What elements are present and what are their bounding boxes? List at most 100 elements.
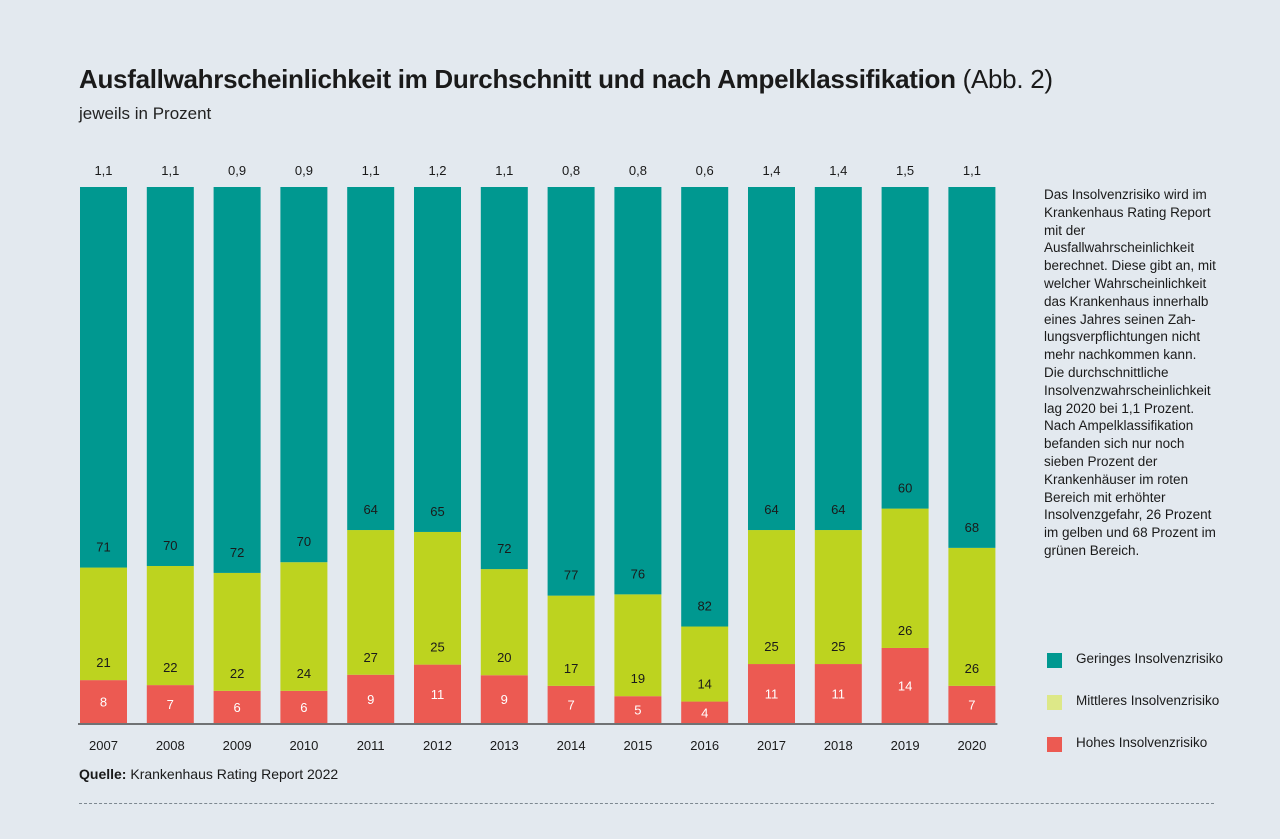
label-medium-risk-2012: 25 [430,640,444,655]
bar-low-risk-2015 [614,187,662,595]
chart-title: Ausfallwahrscheinlichkeit im Durchschnit… [79,64,1053,95]
bar-high-risk-2013 [480,675,528,723]
x-tick-label-2012: 2012 [423,738,452,753]
bar-medium-risk-2009 [213,572,261,691]
label-low-risk-2015: 76 [631,566,645,581]
legend-label-low-risk: Geringes Insolvenzrisiko [1076,651,1224,666]
label-average-pd-2008: 1,1 [161,163,179,178]
bar-high-risk-2015 [614,696,662,723]
label-medium-risk-2015: 19 [631,671,645,686]
bar-low-risk-2013 [480,187,528,570]
bar-high-risk-2011 [347,674,395,723]
label-high-risk-2012: 11 [431,687,445,702]
label-low-risk-2020: 68 [965,520,979,535]
bar-low-risk-2007 [80,187,127,568]
legend-label-high-risk: Hohes Insolvenzrisiko [1076,735,1208,750]
label-medium-risk-2020: 26 [965,661,979,676]
x-tick-label-2013: 2013 [490,738,519,753]
label-low-risk-2008: 70 [163,538,177,553]
bar-low-risk-2016 [681,187,729,627]
bar-medium-risk-2020 [948,547,996,686]
x-tick-label-2010: 2010 [289,738,318,753]
x-tick-label-2007: 2007 [89,738,118,753]
bar-low-risk-2018 [814,187,862,531]
label-medium-risk-2011: 27 [363,650,377,665]
label-average-pd-2007: 1,1 [94,163,112,178]
label-low-risk-2013: 72 [497,541,511,556]
source-text: Krankenhaus Rating Report 2022 [130,766,339,782]
label-average-pd-2020: 1,1 [963,163,981,178]
bar-low-risk-2017 [748,187,795,531]
bar-low-risk-2014 [547,187,595,596]
bar-high-risk-2020 [948,685,996,723]
label-average-pd-2017: 1,4 [762,163,780,178]
x-tick-label-2008: 2008 [156,738,185,753]
label-average-pd-2014: 0,8 [562,163,580,178]
bar-medium-risk-2013 [480,569,528,676]
label-average-pd-2015: 0,8 [629,163,647,178]
label-medium-risk-2013: 20 [497,650,511,665]
bar-medium-risk-2014 [547,595,595,686]
label-average-pd-2018: 1,4 [829,163,847,178]
bar-medium-risk-2012 [414,531,461,665]
bar-high-risk-2007 [80,680,127,723]
bar-high-risk-2016 [681,701,729,723]
legend-item-low-risk: Geringes Insolvenzrisiko [1047,650,1227,692]
label-high-risk-2013: 9 [501,692,508,707]
stacked-bar-chart: 8 21 71 1,1 2007 7 22 70 1,1 2008 6 22 72 0,9 2009 6 24 7… [78,163,998,753]
bar-medium-risk-2011 [347,530,395,675]
legend-label-medium-risk: Mittleres Insolvenzrisiko [1076,693,1220,708]
bar-low-risk-2020 [948,187,996,548]
figure-reference: (Abb. 2) [962,64,1053,94]
bar-high-risk-2012 [414,664,461,723]
label-medium-risk-2019: 26 [898,623,912,638]
label-average-pd-2011: 1,1 [362,163,380,178]
label-low-risk-2018: 64 [831,502,845,517]
label-high-risk-2018: 11 [832,687,846,702]
bar-high-risk-2018 [814,664,862,723]
label-average-pd-2016: 0,6 [696,163,714,178]
label-high-risk-2014: 7 [567,697,574,712]
x-tick-label-2017: 2017 [757,738,786,753]
x-tick-label-2011: 2011 [357,738,385,753]
bar-medium-risk-2010 [280,562,328,691]
label-high-risk-2008: 7 [167,697,174,712]
x-tick-label-2015: 2015 [623,738,652,753]
bar-medium-risk-2015 [614,594,662,697]
label-low-risk-2009: 72 [230,545,244,560]
label-high-risk-2017: 11 [765,687,779,702]
label-high-risk-2010: 6 [300,700,307,715]
bar-low-risk-2012 [414,187,461,532]
label-high-risk-2020: 7 [968,697,975,712]
bar-low-risk-2008 [146,187,194,566]
source-label: Quelle: [79,766,127,782]
footer-divider [79,803,1214,804]
label-low-risk-2011: 64 [363,502,377,517]
bar-low-risk-2019 [881,187,929,509]
legend-item-high-risk: Hohes Insolvenzrisiko [1047,734,1227,776]
x-tick-label-2009: 2009 [223,738,252,753]
chart-description: Das Insolvenzrisiko wird im Krankenhaus … [1044,187,1216,558]
label-low-risk-2019: 60 [898,481,912,496]
label-high-risk-2009: 6 [233,700,240,715]
bar-low-risk-2010 [280,187,328,563]
label-medium-risk-2014: 17 [564,661,578,676]
label-medium-risk-2016: 14 [697,677,711,692]
bar-high-risk-2010 [280,690,328,723]
label-low-risk-2017: 64 [764,502,778,517]
label-medium-risk-2018: 25 [831,639,845,654]
label-average-pd-2012: 1,2 [428,163,446,178]
label-low-risk-2012: 65 [430,504,444,519]
bar-high-risk-2014 [547,685,595,723]
bar-high-risk-2017 [748,664,795,723]
x-tick-label-2014: 2014 [557,738,586,753]
label-low-risk-2016: 82 [697,599,711,614]
label-high-risk-2016: 4 [701,705,708,720]
legend: Geringes Insolvenzrisiko Mittleres Insol… [1047,650,1227,776]
x-tick-label-2019: 2019 [891,738,920,753]
legend-item-medium-risk: Mittleres Insolvenzrisiko [1047,692,1227,734]
bar-medium-risk-2017 [748,530,795,665]
bar-medium-risk-2016 [681,626,729,702]
chart-title-text: Ausfallwahrscheinlichkeit im Durchschnit… [79,64,956,94]
bar-high-risk-2008 [146,685,194,723]
